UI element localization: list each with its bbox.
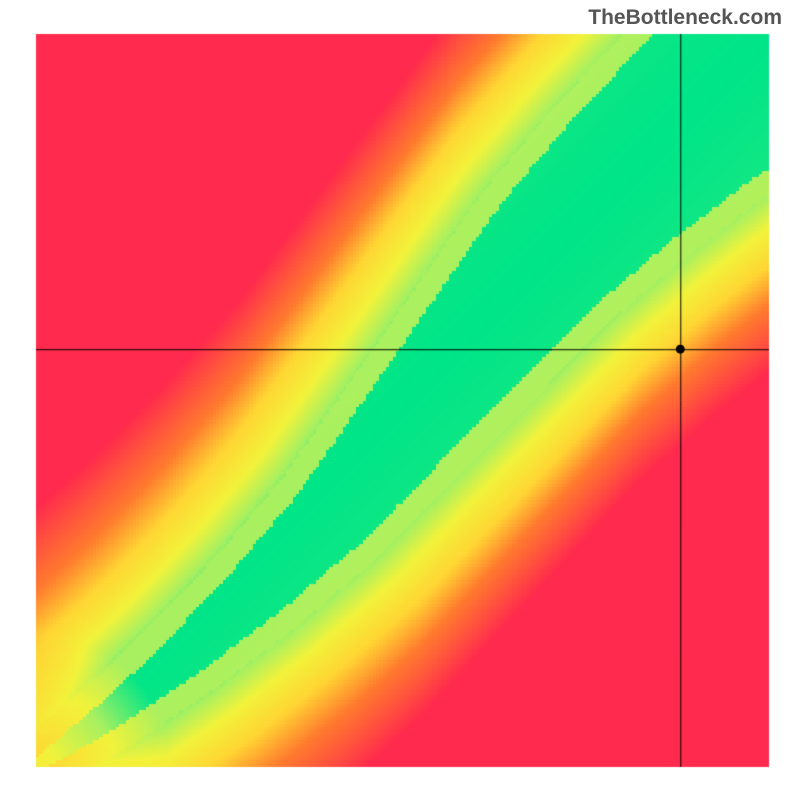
heatmap-canvas	[0, 0, 800, 800]
chart-container: TheBottleneck.com	[0, 0, 800, 800]
watermark-text: TheBottleneck.com	[588, 6, 782, 30]
